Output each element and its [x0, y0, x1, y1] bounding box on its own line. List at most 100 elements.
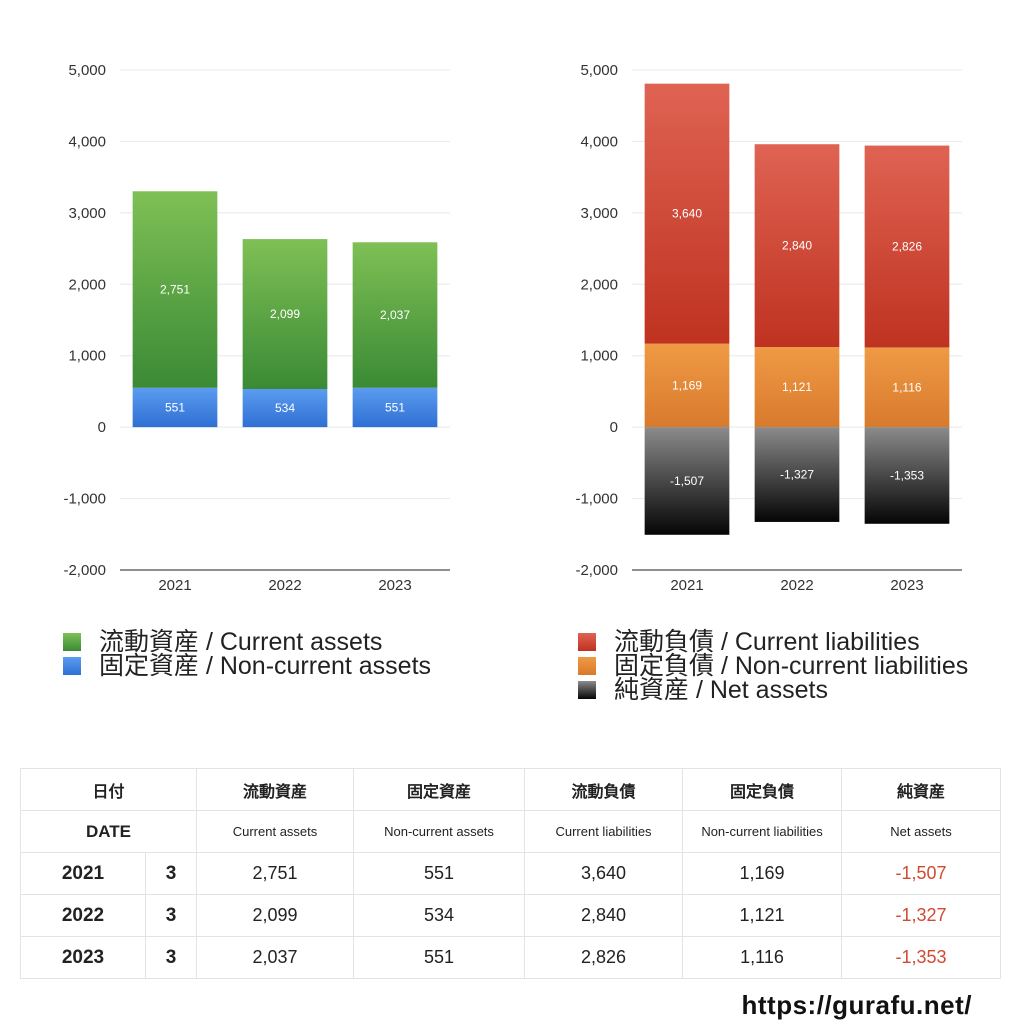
y-tick-label: 0 [98, 419, 106, 436]
assets-legend: 流動資産 / Current assets 固定資産 / Non-current… [63, 628, 432, 680]
data-label: 2,840 [782, 239, 812, 253]
bar-current-assets-2022 [242, 239, 328, 389]
bar-non-current-liabilities-2023 [864, 347, 950, 428]
bar-non-current-assets-2023 [352, 387, 438, 428]
balance-table: 日付 流動資産 固定資産 流動負債 固定負債 純資産 DATE Current … [19, 768, 1002, 979]
legend-swatch-non-current-liabilities [578, 657, 596, 675]
legend-swatch-non-current-assets [63, 657, 81, 675]
cell-net-assets: -1,327 [841, 894, 1002, 937]
cell-net-assets: -1,507 [841, 852, 1002, 895]
bar-non-current-liabilities-2022 [754, 347, 840, 428]
x-tick-label: 2023 [890, 577, 923, 594]
data-label: 2,826 [892, 240, 922, 254]
y-tick-label: -2,000 [575, 562, 618, 579]
table-row: 2022 3 2,099 534 2,840 1,121 -1,327 [20, 894, 1002, 937]
cell-non-current-liabilities: 1,169 [682, 852, 843, 895]
row-month: 3 [144, 894, 198, 937]
y-tick-label: 2,000 [68, 276, 106, 293]
legend-net-assets: 純資産 / Net assets [578, 678, 968, 703]
y-tick-label: 3,000 [580, 205, 618, 222]
y-tick-label: 4,000 [68, 133, 106, 150]
data-label: 3,640 [672, 207, 702, 221]
header-current-liabilities-jp: 流動負債 [524, 768, 684, 811]
table-row: 2021 3 2,751 551 3,640 1,169 -1,507 [20, 852, 1002, 895]
row-year: 2023 [20, 936, 146, 979]
cell-non-current-assets: 551 [353, 936, 526, 979]
data-label: 2,751 [160, 283, 190, 297]
legend-swatch-current-assets [63, 633, 81, 651]
bar-non-current-liabilities-2021 [644, 343, 730, 428]
header-current-assets-jp: 流動資産 [196, 768, 355, 811]
data-label: -1,327 [780, 468, 814, 482]
legend-current-assets: 流動資産 / Current assets [63, 628, 431, 656]
cell-non-current-liabilities: 1,121 [682, 894, 843, 937]
header-date-en: DATE [19, 810, 198, 853]
bar-current-liabilities-2023 [864, 145, 950, 348]
data-label: 1,116 [892, 380, 921, 394]
y-tick-label: 0 [610, 419, 618, 436]
bar-current-assets-2023 [352, 242, 438, 388]
header-net-assets-jp: 純資産 [841, 768, 1002, 811]
data-label: 1,169 [672, 378, 702, 392]
legend-non-current-liabilities: 固定負債 / Non-current liabilities [578, 652, 969, 680]
bar-net-assets-2023 [864, 427, 950, 524]
x-tick-label: 2021 [158, 577, 191, 594]
y-tick-label: -1,000 [575, 491, 618, 508]
cell-non-current-assets: 534 [353, 894, 526, 937]
data-label: 2,099 [270, 307, 300, 321]
y-tick-label: 4,000 [580, 133, 618, 150]
y-tick-label: 3,000 [68, 205, 106, 222]
data-label: 2,037 [380, 308, 410, 322]
cell-non-current-liabilities: 1,116 [682, 936, 843, 979]
x-tick-label: 2022 [780, 577, 813, 594]
y-tick-label: 5,000 [580, 62, 618, 79]
table-header-jp: 日付 流動資産 固定資産 流動負債 固定負債 純資産 [19, 768, 1002, 811]
data-label: 1,121 [782, 380, 812, 394]
legend-non-current-assets: 固定資産 / Non-current assets [63, 652, 432, 680]
data-label: 551 [385, 400, 405, 414]
data-label: -1,507 [670, 474, 704, 488]
header-net-assets-en: Net assets [841, 810, 1002, 853]
header-non-current-liabilities-en: Non-current liabilities [682, 810, 843, 853]
cell-current-assets: 2,037 [196, 936, 355, 979]
y-tick-label: 2,000 [580, 276, 618, 293]
y-tick-label: -1,000 [63, 491, 106, 508]
bar-non-current-assets-2021 [132, 387, 218, 428]
header-date-jp: 日付 [19, 768, 198, 811]
y-tick-label: 1,000 [68, 348, 106, 365]
row-year: 2021 [20, 852, 146, 895]
header-non-current-assets-jp: 固定資産 [353, 768, 526, 811]
bar-net-assets-2021 [644, 427, 730, 535]
legend-swatch-net-assets [578, 681, 596, 699]
y-tick-label: -2,000 [63, 562, 106, 579]
bar-net-assets-2022 [754, 427, 840, 522]
cell-current-assets: 2,099 [196, 894, 355, 937]
header-current-assets-en: Current assets [196, 810, 355, 853]
legend-label-non-current-liabilities: 固定負債 / Non-current liabilities [614, 652, 969, 680]
bar-current-liabilities-2021 [644, 83, 730, 344]
row-month: 3 [144, 852, 198, 895]
data-label: 534 [275, 401, 295, 415]
header-non-current-assets-en: Non-current assets [353, 810, 526, 853]
site-url: https://gurafu.net/ [741, 990, 972, 1020]
legend-label-current-liabilities: 流動負債 / Current liabilities [614, 628, 920, 656]
bar-current-assets-2021 [132, 191, 218, 388]
table-row: 2023 3 2,037 551 2,826 1,116 -1,353 [20, 936, 1002, 979]
data-label: 551 [165, 400, 185, 414]
y-tick-label: 5,000 [68, 62, 106, 79]
cell-net-assets: -1,353 [841, 936, 1002, 979]
cell-non-current-assets: 551 [353, 852, 526, 895]
cell-current-liabilities: 2,826 [524, 936, 684, 979]
cell-current-liabilities: 2,840 [524, 894, 684, 937]
row-year: 2022 [20, 894, 146, 937]
legend-label-non-current-assets: 固定資産 / Non-current assets [99, 652, 432, 680]
cell-current-liabilities: 3,640 [524, 852, 684, 895]
legend-label-current-assets: 流動資産 / Current assets [99, 628, 383, 656]
bar-current-liabilities-2022 [754, 144, 840, 348]
y-tick-label: 1,000 [580, 348, 618, 365]
row-month: 3 [144, 936, 198, 979]
header-current-liabilities-en: Current liabilities [524, 810, 684, 853]
cell-current-assets: 2,751 [196, 852, 355, 895]
table-header-en: DATE Current assets Non-current assets C… [19, 810, 1002, 853]
liabilities-legend: 流動負債 / Current liabilities 固定負債 / Non-cu… [578, 628, 969, 703]
